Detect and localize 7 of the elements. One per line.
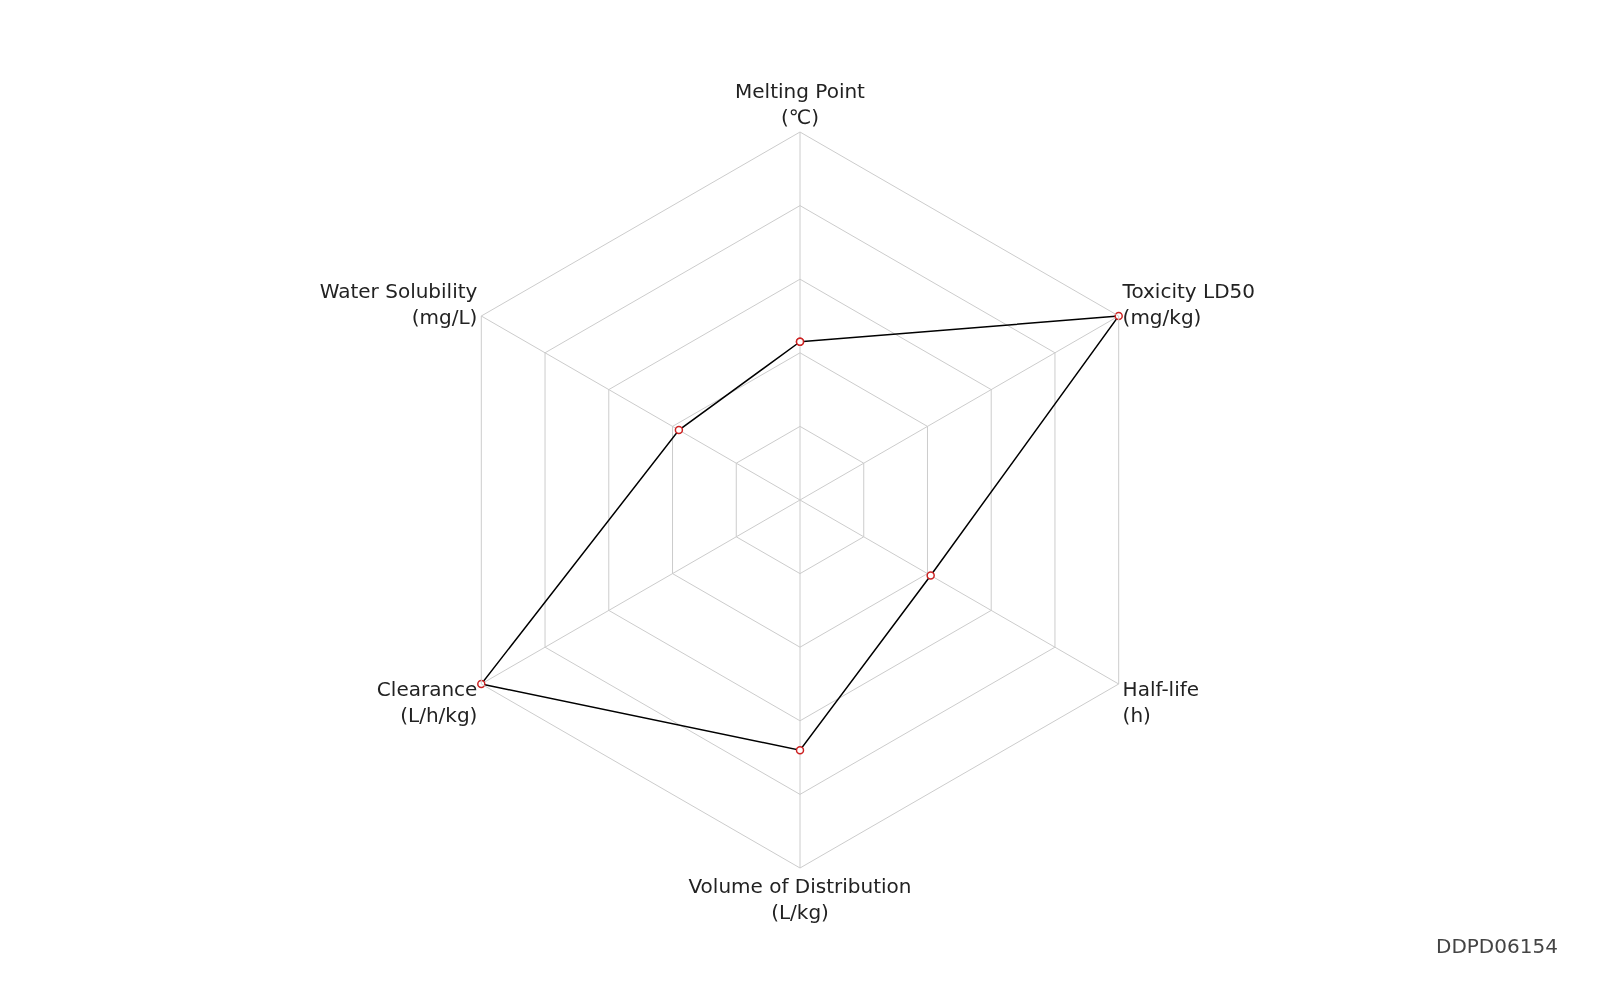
text: DDPD06154 [1436, 934, 1558, 958]
spoke-label: Water Solubility (mg/L) [319, 279, 478, 330]
spoke-label: Toxicity LD50 (mg/kg) [1121, 279, 1256, 330]
spoke-label: Volume of Distribution (L/kg) [688, 873, 912, 924]
spoke-label: Half-life (h) [1122, 676, 1200, 727]
spoke-label: Melting Point (℃) [735, 78, 866, 129]
spoke-label: Clearance (L/h/kg) [376, 676, 478, 727]
